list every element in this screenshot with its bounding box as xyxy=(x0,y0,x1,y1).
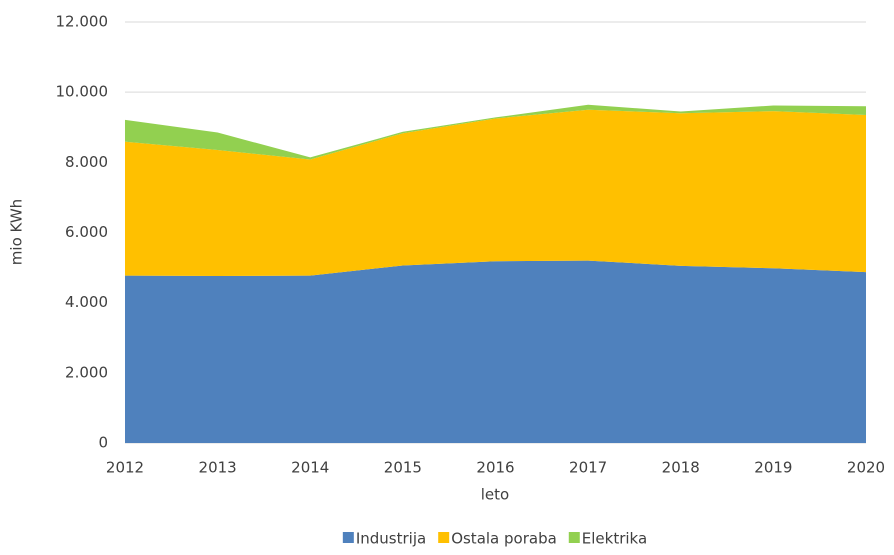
legend-label: Industrija xyxy=(356,530,426,548)
area xyxy=(125,109,866,277)
y-axis-label: mio KWh xyxy=(8,199,26,265)
x-tick-label: 2017 xyxy=(569,459,607,477)
area xyxy=(125,260,866,443)
legend-label: Elektrika xyxy=(582,530,647,548)
y-tick-label: 10.000 xyxy=(56,83,109,101)
x-tick-label: 2016 xyxy=(476,459,514,477)
legend-item: Elektrika xyxy=(568,530,647,548)
legend-swatch xyxy=(568,532,580,543)
area xyxy=(125,104,866,160)
x-tick-label: 2012 xyxy=(106,459,144,477)
y-tick-label: 2.000 xyxy=(65,363,108,381)
y-tick-label: 4.000 xyxy=(65,293,108,311)
x-tick-label: 2020 xyxy=(847,459,885,477)
y-tick-label: 6.000 xyxy=(65,223,108,241)
areas xyxy=(125,104,866,443)
x-tick-label: 2015 xyxy=(384,459,422,477)
legend-swatch xyxy=(342,532,354,543)
legend-item: Ostala poraba xyxy=(438,530,557,548)
legend-label: Ostala poraba xyxy=(451,530,557,548)
x-tick-label: 2013 xyxy=(199,459,237,477)
legend-item: Industrija xyxy=(342,530,426,548)
x-tick-label: 2018 xyxy=(662,459,700,477)
labels: 0 2.000 4.000 6.000 8.000 10.000 12.000 2012 201… xyxy=(56,13,886,477)
y-tick-label: 12.000 xyxy=(56,13,109,31)
legend-swatch xyxy=(438,532,450,543)
x-tick-label: 2014 xyxy=(291,459,329,477)
y-tick-label: 8.000 xyxy=(65,153,108,171)
x-tick-label: 2019 xyxy=(754,459,792,477)
legend: Industrija Ostala poraba Elektrika xyxy=(342,530,647,548)
x-axis-label: leto xyxy=(481,486,509,504)
y-tick-label: 0 xyxy=(98,434,108,452)
